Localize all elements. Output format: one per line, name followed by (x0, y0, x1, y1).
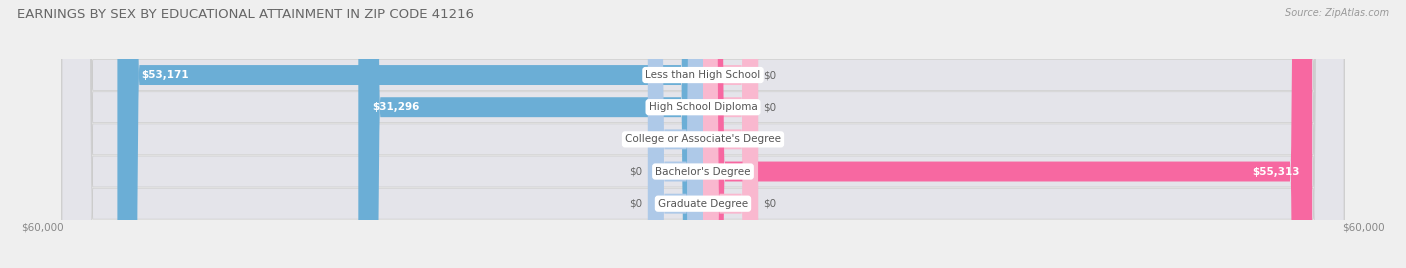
Text: $0: $0 (763, 102, 776, 112)
Text: $0: $0 (763, 199, 776, 209)
Text: $0: $0 (763, 70, 776, 80)
Text: Source: ZipAtlas.com: Source: ZipAtlas.com (1285, 8, 1389, 18)
FancyBboxPatch shape (62, 0, 1344, 268)
Text: Less than High School: Less than High School (645, 70, 761, 80)
Text: EARNINGS BY SEX BY EDUCATIONAL ATTAINMENT IN ZIP CODE 41216: EARNINGS BY SEX BY EDUCATIONAL ATTAINMEN… (17, 8, 474, 21)
Text: $0: $0 (763, 134, 776, 144)
FancyBboxPatch shape (62, 0, 1344, 268)
Text: Bachelor's Degree: Bachelor's Degree (655, 166, 751, 177)
Text: $0: $0 (630, 134, 643, 144)
FancyBboxPatch shape (117, 0, 703, 268)
FancyBboxPatch shape (648, 0, 703, 268)
Text: $55,313: $55,313 (1253, 166, 1301, 177)
Text: $0: $0 (630, 199, 643, 209)
Text: College or Associate's Degree: College or Associate's Degree (626, 134, 780, 144)
FancyBboxPatch shape (703, 0, 758, 268)
FancyBboxPatch shape (648, 0, 703, 268)
Text: Graduate Degree: Graduate Degree (658, 199, 748, 209)
Text: High School Diploma: High School Diploma (648, 102, 758, 112)
FancyBboxPatch shape (62, 0, 1344, 268)
FancyBboxPatch shape (648, 0, 703, 268)
FancyBboxPatch shape (62, 0, 1344, 268)
FancyBboxPatch shape (359, 0, 703, 268)
FancyBboxPatch shape (62, 0, 1344, 268)
Text: $31,296: $31,296 (373, 102, 419, 112)
FancyBboxPatch shape (703, 0, 1312, 268)
FancyBboxPatch shape (703, 0, 758, 268)
Text: $0: $0 (630, 166, 643, 177)
FancyBboxPatch shape (703, 0, 758, 268)
Text: $53,171: $53,171 (141, 70, 188, 80)
FancyBboxPatch shape (703, 0, 758, 268)
